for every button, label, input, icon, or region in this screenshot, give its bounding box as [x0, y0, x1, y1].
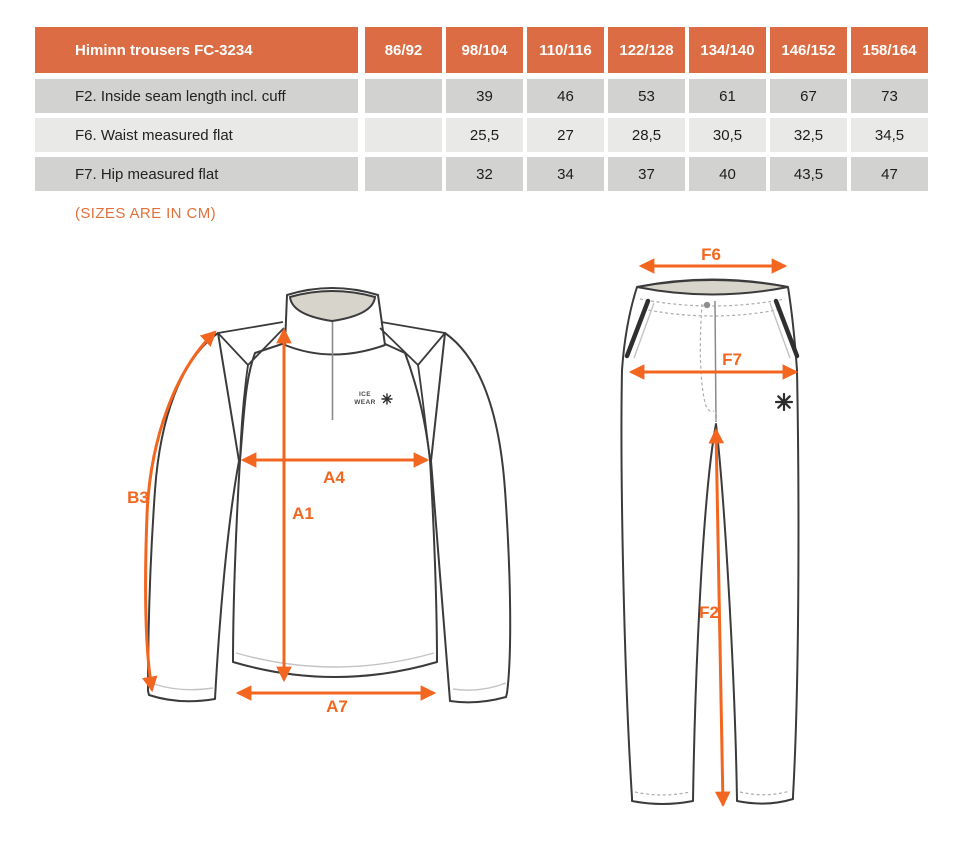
- product-title-cell: Himinn trousers FC-3234: [35, 27, 358, 73]
- value-cell: 32,5: [770, 118, 847, 152]
- snowflake-icon: [774, 392, 794, 412]
- trousers-measure-arrows: F6 F7 F2: [628, 245, 799, 808]
- waist-opening: [636, 279, 789, 296]
- measure-arrow-b3: [142, 330, 217, 693]
- value-cell: 40: [689, 157, 766, 191]
- fly-seam: [714, 300, 717, 423]
- measure-label-a4: A4: [323, 468, 345, 487]
- value-cell: 61: [689, 79, 766, 113]
- trousers-outline: [620, 278, 800, 805]
- measure-arrow-f2: [708, 427, 731, 808]
- row-label-cell: F6. Waist measured flat: [35, 118, 358, 152]
- logo-text-line2: WEAR: [354, 399, 375, 406]
- shirt-measure-arrows: B3 A4 A1 A7: [127, 327, 437, 716]
- measure-label-f7: F7: [722, 350, 742, 369]
- shirt-outline: [147, 287, 512, 704]
- measurement-row-f7: F7. Hip measured flat 32 34 37 40 43,5 4…: [35, 157, 928, 191]
- size-header-cell: 134/140: [689, 27, 766, 73]
- size-table: Himinn trousers FC-3234 86/92 98/104 110…: [35, 27, 928, 196]
- size-header-cell: 86/92: [365, 27, 442, 73]
- value-cell: 37: [608, 157, 685, 191]
- size-header-cell: 158/164: [851, 27, 928, 73]
- value-cell: 25,5: [446, 118, 523, 152]
- measure-label-f2: F2: [699, 603, 719, 622]
- icewear-logo: ICE WEAR: [354, 391, 393, 406]
- value-cell: 32: [446, 157, 523, 191]
- value-cell: 34: [527, 157, 604, 191]
- left-pocket: [624, 298, 651, 359]
- measure-label-f6: F6: [701, 245, 721, 264]
- value-cell: [365, 118, 442, 152]
- waist-button: [703, 301, 711, 309]
- right-pocket: [773, 298, 800, 359]
- row-label-cell: F7. Hip measured flat: [35, 157, 358, 191]
- logo-text-line1: ICE: [359, 391, 371, 398]
- value-cell: 46: [527, 79, 604, 113]
- value-cell: [365, 157, 442, 191]
- measurement-row-f6: F6. Waist measured flat 25,5 27 28,5 30,…: [35, 118, 928, 152]
- value-cell: 47: [851, 157, 928, 191]
- value-cell: 67: [770, 79, 847, 113]
- collar-opening: [288, 290, 377, 323]
- sizes-unit-note: (SIZES ARE IN CM): [75, 205, 216, 222]
- size-header-cell: 98/104: [446, 27, 523, 73]
- shirt-diagram: ICE WEAR B3 A4 A1 A7: [127, 287, 512, 716]
- size-header-cell: 146/152: [770, 27, 847, 73]
- table-header-row: Himinn trousers FC-3234 86/92 98/104 110…: [35, 27, 928, 73]
- value-cell: [365, 79, 442, 113]
- value-cell: 30,5: [689, 118, 766, 152]
- value-cell: 39: [446, 79, 523, 113]
- value-cell: 73: [851, 79, 928, 113]
- trousers-diagram: F6 F7 F2: [620, 245, 800, 808]
- snowflake-icon: [381, 393, 393, 405]
- value-cell: 27: [527, 118, 604, 152]
- measure-label-a1: A1: [292, 504, 314, 523]
- size-header-cell: 122/128: [608, 27, 685, 73]
- value-cell: 43,5: [770, 157, 847, 191]
- row-label-cell: F2. Inside seam length incl. cuff: [35, 79, 358, 113]
- value-cell: 53: [608, 79, 685, 113]
- size-header-cell: 110/116: [527, 27, 604, 73]
- measurement-row-f2: F2. Inside seam length incl. cuff 39 46 …: [35, 79, 928, 113]
- measure-label-b3: B3: [127, 488, 149, 507]
- measure-label-a7: A7: [326, 697, 348, 716]
- value-cell: 28,5: [608, 118, 685, 152]
- value-cell: 34,5: [851, 118, 928, 152]
